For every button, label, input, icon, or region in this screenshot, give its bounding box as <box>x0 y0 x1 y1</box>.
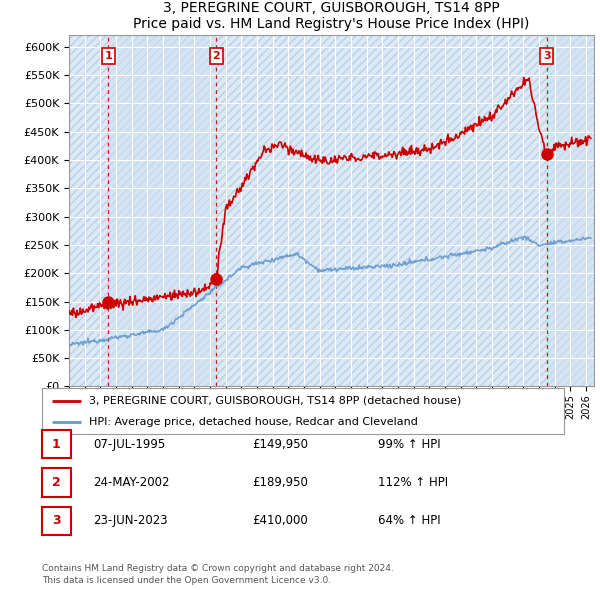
Text: 3: 3 <box>543 51 550 61</box>
Text: £189,950: £189,950 <box>252 476 308 489</box>
Text: 99% ↑ HPI: 99% ↑ HPI <box>378 438 440 451</box>
Text: 23-JUN-2023: 23-JUN-2023 <box>93 514 167 527</box>
Text: HPI: Average price, detached house, Redcar and Cleveland: HPI: Average price, detached house, Redc… <box>89 417 418 427</box>
Text: 64% ↑ HPI: 64% ↑ HPI <box>378 514 440 527</box>
Title: 3, PEREGRINE COURT, GUISBOROUGH, TS14 8PP
Price paid vs. HM Land Registry's Hous: 3, PEREGRINE COURT, GUISBOROUGH, TS14 8P… <box>133 1 530 31</box>
Text: 2: 2 <box>52 476 61 489</box>
Text: 112% ↑ HPI: 112% ↑ HPI <box>378 476 448 489</box>
Text: 1: 1 <box>52 438 61 451</box>
Bar <box>109 35 216 386</box>
Text: £410,000: £410,000 <box>252 514 308 527</box>
Text: 2: 2 <box>212 51 220 61</box>
Text: 3, PEREGRINE COURT, GUISBOROUGH, TS14 8PP (detached house): 3, PEREGRINE COURT, GUISBOROUGH, TS14 8P… <box>89 396 461 406</box>
Text: £149,950: £149,950 <box>252 438 308 451</box>
Text: 3: 3 <box>52 514 61 527</box>
Text: 1: 1 <box>104 51 112 61</box>
Text: 07-JUL-1995: 07-JUL-1995 <box>93 438 165 451</box>
Text: 24-MAY-2002: 24-MAY-2002 <box>93 476 170 489</box>
Text: Contains HM Land Registry data © Crown copyright and database right 2024.
This d: Contains HM Land Registry data © Crown c… <box>42 565 394 585</box>
Bar <box>547 35 594 386</box>
